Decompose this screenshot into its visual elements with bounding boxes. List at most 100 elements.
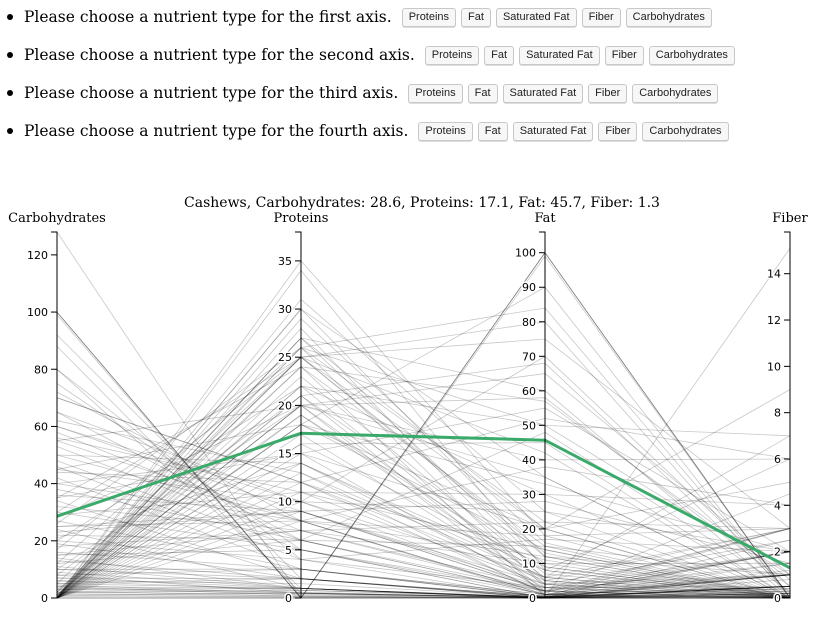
food-line[interactable] xyxy=(56,501,791,599)
food-line[interactable] xyxy=(56,586,791,598)
food-line[interactable] xyxy=(56,506,791,564)
food-line[interactable] xyxy=(56,494,791,592)
nutrient-button-saturated-fat[interactable]: Saturated Fat xyxy=(519,45,600,65)
food-line[interactable] xyxy=(56,551,791,599)
food-line[interactable] xyxy=(56,397,791,587)
food-line[interactable] xyxy=(56,488,791,576)
food-line[interactable] xyxy=(56,534,791,592)
nutrient-button-fiber[interactable]: Fiber xyxy=(604,45,644,65)
nutrient-button-carbohydrates[interactable]: Carbohydrates xyxy=(648,45,735,65)
food-line[interactable] xyxy=(56,424,791,599)
food-line[interactable] xyxy=(56,404,791,519)
food-line[interactable] xyxy=(56,468,791,553)
food-line[interactable] xyxy=(56,311,790,599)
food-line[interactable] xyxy=(56,373,791,576)
food-line[interactable] xyxy=(56,591,791,599)
food-line[interactable] xyxy=(56,491,791,516)
food-line[interactable] xyxy=(56,356,791,550)
nutrient-button-proteins[interactable]: Proteins xyxy=(401,7,457,27)
food-line[interactable] xyxy=(56,385,791,599)
food-line[interactable] xyxy=(56,395,791,599)
food-line[interactable] xyxy=(56,577,791,599)
food-line[interactable] xyxy=(56,252,791,599)
food-line[interactable] xyxy=(57,252,791,599)
food-line[interactable] xyxy=(56,594,790,599)
food-line[interactable] xyxy=(56,510,791,585)
nutrient-button-carbohydrates[interactable]: Carbohydrates xyxy=(632,83,719,103)
food-line[interactable] xyxy=(56,355,791,587)
food-line[interactable] xyxy=(56,308,791,599)
food-line[interactable] xyxy=(56,592,791,599)
food-line[interactable] xyxy=(56,466,791,589)
food-line[interactable] xyxy=(56,483,791,597)
food-line[interactable] xyxy=(56,347,791,599)
food-line[interactable] xyxy=(56,568,791,598)
food-line[interactable] xyxy=(56,337,791,599)
food-line[interactable] xyxy=(56,383,791,592)
nutrient-button-fat[interactable]: Fat xyxy=(461,7,491,27)
food-line[interactable] xyxy=(56,540,791,599)
food-line[interactable] xyxy=(56,308,791,599)
food-line[interactable] xyxy=(56,397,791,483)
food-line[interactable] xyxy=(56,397,791,594)
food-line[interactable] xyxy=(56,443,791,599)
food-line[interactable] xyxy=(56,562,791,598)
nutrient-button-proteins[interactable]: Proteins xyxy=(408,83,463,103)
food-line[interactable] xyxy=(56,404,791,599)
food-line[interactable] xyxy=(56,404,791,599)
food-line[interactable] xyxy=(56,472,791,599)
food-line[interactable] xyxy=(56,569,791,599)
food-line[interactable] xyxy=(56,454,791,571)
food-line[interactable] xyxy=(56,520,791,599)
nutrient-button-carbohydrates[interactable]: Carbohydrates xyxy=(625,7,712,27)
nutrient-button-fiber[interactable]: Fiber xyxy=(598,121,638,141)
food-line[interactable] xyxy=(56,424,791,599)
food-line[interactable] xyxy=(56,500,791,564)
food-line[interactable] xyxy=(56,368,791,560)
food-line[interactable] xyxy=(57,252,791,599)
food-line[interactable] xyxy=(56,543,791,599)
food-line[interactable] xyxy=(56,366,791,599)
nutrient-button-fat[interactable]: Fat xyxy=(484,45,515,65)
food-line[interactable] xyxy=(56,586,791,598)
food-line[interactable] xyxy=(56,568,791,597)
nutrient-button-saturated-fat[interactable]: Saturated Fat xyxy=(512,121,594,141)
food-line[interactable] xyxy=(56,311,790,599)
food-line[interactable] xyxy=(56,356,791,599)
food-line[interactable] xyxy=(56,385,791,576)
food-line[interactable] xyxy=(56,462,791,578)
food-line[interactable] xyxy=(56,321,791,599)
food-line[interactable] xyxy=(56,529,791,599)
food-line[interactable] xyxy=(56,440,791,537)
food-line[interactable] xyxy=(56,375,791,599)
food-line[interactable] xyxy=(56,511,791,595)
nutrient-button-proteins[interactable]: Proteins xyxy=(418,121,473,141)
food-line[interactable] xyxy=(56,327,791,599)
food-line[interactable] xyxy=(56,411,791,592)
food-line[interactable] xyxy=(56,477,791,595)
food-line[interactable] xyxy=(56,471,791,582)
food-line[interactable] xyxy=(56,539,791,599)
food-line[interactable] xyxy=(56,587,791,599)
food-line[interactable] xyxy=(56,566,791,599)
food-line[interactable] xyxy=(56,346,791,598)
food-line[interactable] xyxy=(56,549,791,599)
food-line[interactable] xyxy=(56,446,791,595)
food-line[interactable] xyxy=(56,462,791,599)
food-line[interactable] xyxy=(56,539,791,595)
nutrient-button-carbohydrates[interactable]: Carbohydrates xyxy=(642,121,729,141)
food-line[interactable] xyxy=(56,442,791,599)
food-line[interactable] xyxy=(56,520,791,598)
food-line[interactable] xyxy=(56,420,791,578)
food-line[interactable] xyxy=(56,574,791,597)
food-line[interactable] xyxy=(56,426,791,589)
food-line[interactable] xyxy=(56,338,791,529)
nutrient-button-saturated-fat[interactable]: Saturated Fat xyxy=(502,83,584,103)
food-line[interactable] xyxy=(56,520,791,576)
food-line[interactable] xyxy=(56,337,791,599)
food-line[interactable] xyxy=(56,551,791,595)
food-line[interactable] xyxy=(56,424,791,553)
food-line[interactable] xyxy=(56,491,791,599)
food-line[interactable] xyxy=(56,366,791,599)
food-line[interactable] xyxy=(56,574,791,599)
